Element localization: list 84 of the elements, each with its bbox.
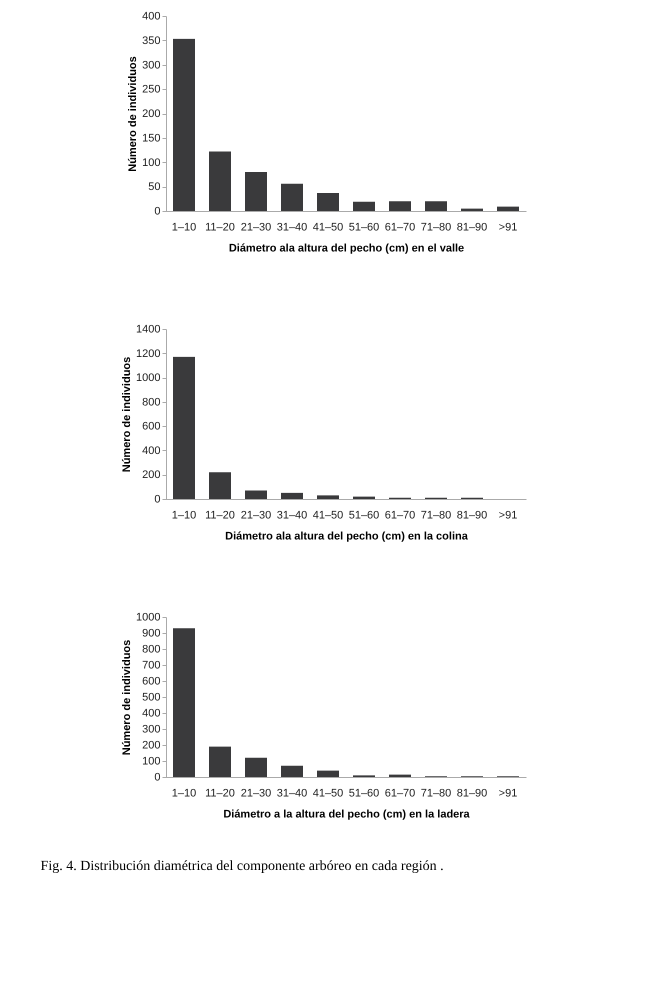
y-tick-label: 700 (142, 660, 160, 672)
bar (281, 492, 303, 499)
bar (209, 472, 231, 499)
x-tick-label: 1–10 (172, 222, 196, 234)
bar (173, 38, 195, 211)
caption: Fig. 4. Distribución diamétrica del componente arbóreo en cada región . (40, 859, 444, 874)
y-axis-title: Número de individuos (121, 640, 134, 756)
x-tick-label: 71–80 (420, 788, 452, 800)
bar (245, 172, 267, 211)
x-tick-label: 81–90 (456, 788, 488, 800)
y-tick-label: 200 (142, 469, 160, 482)
bar (281, 184, 303, 211)
x-tick-label: 1–10 (172, 510, 196, 522)
y-tick-label: 1000 (136, 372, 160, 384)
x-tick-label: 51–60 (348, 222, 380, 234)
y-axis-title: Número de individuos (127, 56, 140, 172)
bar (245, 490, 267, 499)
y-tick-label: 600 (142, 676, 160, 688)
y-axis-title: Número de individuos (121, 356, 134, 472)
bar (317, 495, 339, 499)
y-tick-label: 50 (148, 181, 160, 194)
bar (245, 758, 267, 777)
y-tick-label: 400 (142, 444, 160, 457)
y-tick-label: 250 (142, 84, 160, 96)
x-tick-label: 61–70 (384, 788, 416, 800)
x-axis-title: Diámetro ala altura del pecho (cm) en la colina (225, 530, 469, 542)
x-tick-label: >91 (498, 510, 518, 522)
x-axis-title: Diámetro a la altura del pecho (cm) en la ladera (223, 808, 471, 820)
y-tick-label: 500 (142, 692, 160, 704)
x-tick-label: 61–70 (384, 222, 416, 234)
x-tick-label: 1–10 (172, 788, 196, 800)
x-tick-label: 51–60 (348, 788, 380, 800)
y-tick-label: 300 (142, 59, 160, 72)
y-tick-label: 300 (142, 724, 160, 736)
x-tick-label: 81–90 (456, 222, 488, 234)
y-tick-label: 900 (142, 628, 160, 640)
y-tick-label: 0 (154, 772, 160, 784)
x-tick-label: 51–60 (348, 510, 380, 522)
x-axis-title: Diámetro ala altura del pecho (cm) en el valle (228, 242, 464, 254)
x-tick-label: 41–50 (312, 788, 344, 800)
x-tick-label: 71–80 (420, 510, 452, 522)
x-tick-label: 61–70 (384, 510, 416, 522)
x-tick-label: 21–30 (240, 788, 272, 800)
x-tick-label: 11–20 (205, 788, 235, 800)
bar (425, 201, 447, 211)
y-tick-label: 600 (142, 420, 160, 433)
x-tick-label: 11–20 (205, 510, 235, 522)
bar (317, 192, 339, 211)
bar (281, 766, 303, 777)
x-tick-label: >91 (498, 222, 518, 234)
y-tick-label: 800 (142, 644, 160, 656)
x-tick-label: 41–50 (312, 222, 344, 234)
bar (173, 628, 195, 777)
y-tick-label: 150 (142, 132, 160, 144)
x-tick-label: 31–40 (276, 222, 308, 234)
y-tick-label: 200 (142, 108, 160, 120)
bar (209, 746, 231, 777)
y-tick-label: 100 (142, 756, 160, 768)
bar (389, 201, 411, 211)
x-tick-label: >91 (498, 788, 518, 800)
bar (209, 152, 231, 211)
bar (353, 202, 375, 211)
x-tick-label: 21–30 (240, 222, 272, 234)
y-tick-label: 200 (142, 740, 160, 752)
y-tick-label: 0 (154, 494, 160, 506)
x-tick-label: 31–40 (276, 788, 308, 800)
y-tick-label: 0 (154, 206, 160, 218)
y-tick-label: 100 (142, 156, 160, 169)
y-tick-label: 400 (142, 10, 160, 22)
bar (173, 356, 195, 499)
y-tick-label: 1200 (136, 348, 160, 360)
x-tick-label: 11–20 (205, 222, 235, 234)
bar (497, 206, 519, 211)
bar (317, 770, 339, 777)
x-tick-label: 21–30 (240, 510, 272, 522)
x-tick-label: 31–40 (276, 510, 308, 522)
x-tick-label: 71–80 (420, 222, 452, 234)
x-tick-label: 41–50 (312, 510, 344, 522)
y-tick-label: 400 (142, 708, 160, 720)
y-tick-label: 1400 (136, 324, 160, 336)
y-tick-label: 1000 (136, 612, 160, 624)
y-tick-label: 350 (142, 34, 160, 47)
x-tick-label: 81–90 (456, 510, 488, 522)
y-tick-label: 800 (142, 396, 160, 408)
